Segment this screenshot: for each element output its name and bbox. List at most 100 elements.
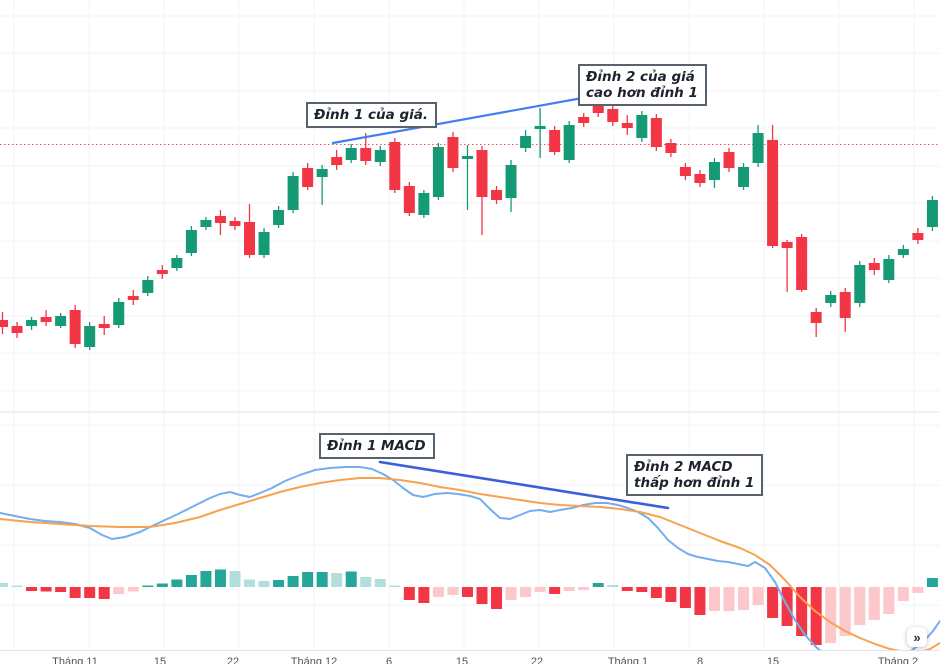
candle-body [534,126,546,129]
time-axis[interactable]: Tháng 11 15 22 Tháng 12 6 15 22 Tháng 1 8 15 Tháng… [0,650,940,664]
candle-body [113,302,125,325]
macd-histogram-bar [505,587,517,600]
macd-histogram-bar [854,587,866,625]
macd-histogram-bar [723,587,735,611]
macd-histogram-bar [810,587,822,645]
macd-histogram-bar [214,569,226,587]
macd-histogram-bar [679,587,691,608]
candle-body [592,106,604,113]
macd-histogram-bar [69,587,81,598]
macd-histogram-bar [127,587,139,592]
time-axis-label: Tháng 1 [607,656,649,664]
macd-histogram-bar [767,587,779,618]
candle-body [84,326,96,347]
macd-histogram-bar [912,587,924,593]
candle-body [897,249,909,255]
macd-histogram-bar [447,587,459,595]
time-axis-label: 15 [455,656,469,664]
macd-histogram-bar [607,585,619,587]
candle-body [810,312,822,323]
double-chevron-right-icon: » [913,629,921,645]
candle-body [461,156,473,159]
macd-histogram-bar [461,587,473,597]
candle-body [679,167,691,176]
candle-body [331,157,343,165]
macd-histogram-bar [432,587,444,597]
macd-histogram-bar [113,587,125,594]
macd-histogram-bar [592,583,604,587]
macd-histogram-bar [287,576,299,587]
candle-body [389,142,401,190]
macd-histogram-bar [258,581,270,587]
macd-histogram-bar [825,587,837,643]
macd-histogram-bar [185,575,197,587]
macd-histogram-bar [0,583,8,587]
macd-histogram-bar [316,572,328,587]
macd-histogram-bar [534,587,546,592]
candle-body [781,242,793,248]
macd-histogram-bar [738,587,750,610]
candle-body [694,174,706,183]
macd-histogram-bar [897,587,909,601]
macd-histogram-bar [302,572,314,587]
macd-histogram-bar [229,571,241,587]
candle-body [868,263,880,270]
candle-body [40,317,52,322]
candle-body [302,168,314,187]
macd-histogram-bar [839,587,851,636]
candle-body [723,152,735,168]
scroll-to-recent-button[interactable]: » [907,627,927,647]
macd-histogram-bar [389,585,401,587]
price-trendline[interactable] [331,95,590,145]
time-axis-label: 8 [696,656,704,664]
macd-histogram-bar [636,587,648,592]
candle-body [244,222,256,255]
candle-body [752,133,764,163]
candle-body [636,115,648,138]
macd-trendline[interactable] [378,460,670,510]
candle-body [839,292,851,318]
candle-body [26,320,38,326]
candle-body [926,200,938,227]
time-axis-label: Tháng 12 [290,656,338,664]
macd-histogram-bar [476,587,488,604]
candle-body [214,216,226,223]
candle-body [200,220,212,227]
time-axis-label: 22 [226,656,240,664]
candle-body [854,265,866,303]
macd-histogram-bar [11,585,23,587]
time-axis-label: 15 [153,656,167,664]
macd-histogram-bar [345,571,357,587]
macd-peak2-text-line1: Đỉnh 2 MACD [634,459,733,475]
candle-body [476,150,488,197]
candle-body [563,125,575,160]
candle-body [156,270,168,274]
candle-body [621,123,633,128]
macd-histogram-bar [55,587,67,592]
candle-body [55,316,67,326]
time-axis-label: Tháng 11 [52,656,98,664]
candle-body [316,169,328,177]
macd-histogram-bar [84,587,96,598]
macd-histogram-bar [563,587,575,591]
price-peak1-text: Đỉnh 1 của giá. [314,107,429,123]
price-peak2-label[interactable]: Đỉnh 2 của giá cao hơn đỉnh 1 [578,64,707,106]
price-peak1-label[interactable]: Đỉnh 1 của giá. [306,102,438,128]
candle-body [767,140,779,246]
candle-body [505,165,517,198]
candle-body [520,136,532,148]
candle-body [360,148,372,161]
time-axis-label: Tháng 2 [877,656,919,664]
candle-body [883,259,895,280]
macd-peak1-label[interactable]: Đỉnh 1 MACD [319,433,435,459]
macd-histogram-bar [665,587,677,602]
candle-body [447,137,459,168]
candle-body [345,148,357,160]
candle-body [607,109,619,122]
candle-body [825,295,837,303]
macd-histogram-bar [244,579,256,587]
macd-peak2-label[interactable]: Đỉnh 2 MACD thấp hơn đỉnh 1 [626,454,764,496]
candle-body [738,167,750,187]
